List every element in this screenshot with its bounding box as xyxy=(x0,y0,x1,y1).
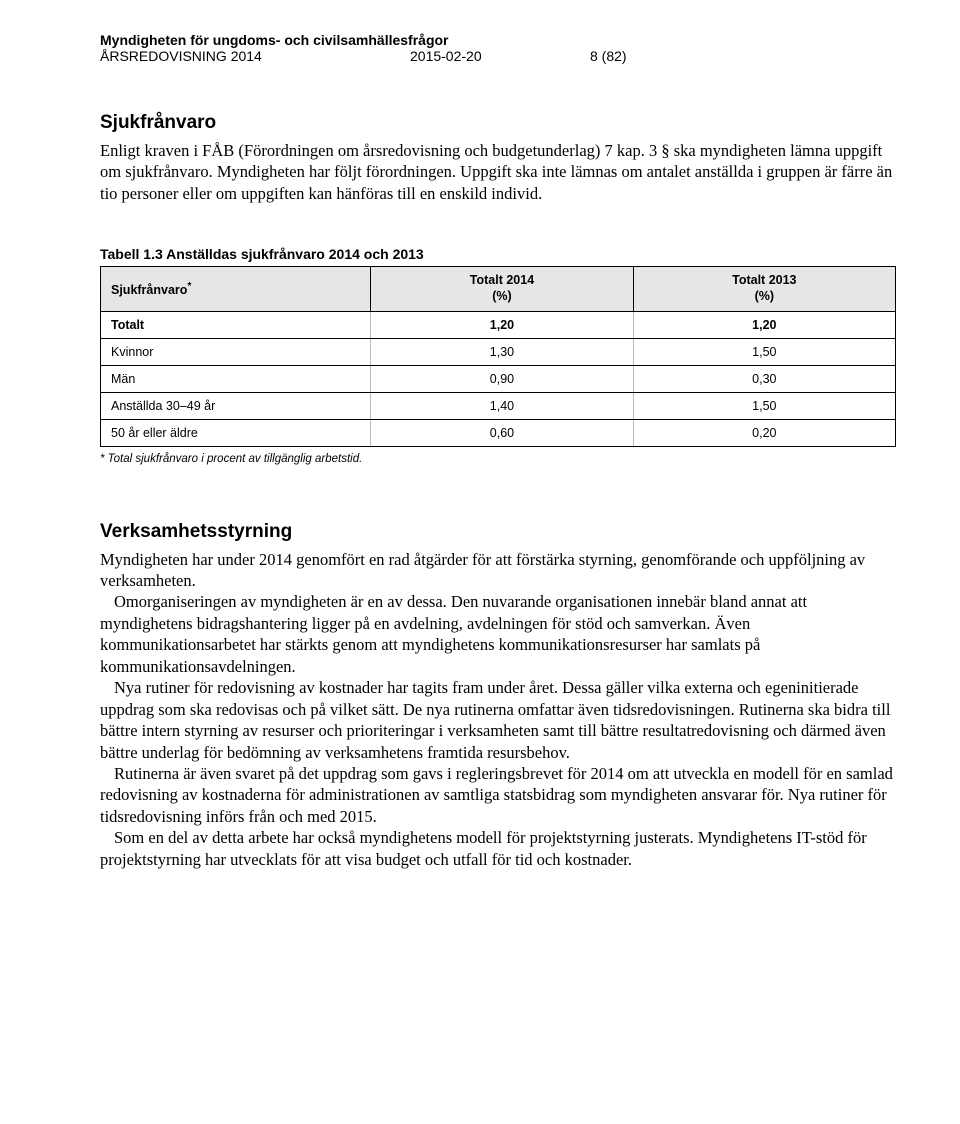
header-organization: Myndigheten för ungdoms- och civilsamhäl… xyxy=(100,32,896,48)
table-cell-2014: 0,60 xyxy=(371,419,633,446)
table-row: Män0,900,30 xyxy=(101,365,896,392)
page-header: Myndigheten för ungdoms- och civilsamhäl… xyxy=(100,32,896,64)
table-cell-label: Män xyxy=(101,365,371,392)
section-paragraph: Enligt kraven i FÅB (Förordningen om års… xyxy=(100,140,896,204)
section-paragraph: Omorganiseringen av myndigheten är en av… xyxy=(100,591,896,677)
table-footnote: * Total sjukfrånvaro i procent av tillgä… xyxy=(100,453,896,465)
table-header-cell: Totalt 2013 (%) xyxy=(633,267,895,311)
header-page-number: 8 (82) xyxy=(590,48,710,64)
table-row: Kvinnor1,301,50 xyxy=(101,338,896,365)
table-row: Totalt1,201,20 xyxy=(101,311,896,338)
table-row: Anställda 30–49 år1,401,50 xyxy=(101,392,896,419)
section-paragraph: Nya rutiner för redovisning av kostnader… xyxy=(100,677,896,763)
section-paragraph: Som en del av detta arbete har också myn… xyxy=(100,827,896,870)
table-cell-2013: 1,50 xyxy=(633,338,895,365)
table-cell-label: Anställda 30–49 år xyxy=(101,392,371,419)
table-cell-2013: 0,30 xyxy=(633,365,895,392)
header-date: 2015-02-20 xyxy=(410,48,590,64)
table-cell-2013: 1,20 xyxy=(633,311,895,338)
section-sjukfranvaro: Sjukfrånvaro Enligt kraven i FÅB (Förord… xyxy=(100,112,896,204)
table-cell-label: Totalt xyxy=(101,311,371,338)
table-cell-2014: 0,90 xyxy=(371,365,633,392)
section-paragraph: Rutinerna är även svaret på det uppdrag … xyxy=(100,763,896,827)
header-meta-row: ÅRSREDOVISNING 2014 2015-02-20 8 (82) xyxy=(100,48,896,64)
table-row: 50 år eller äldre0,600,20 xyxy=(101,419,896,446)
section-paragraph: Myndigheten har under 2014 genomfört en … xyxy=(100,549,896,592)
table-cell-2013: 1,50 xyxy=(633,392,895,419)
section-title: Verksamhetsstyrning xyxy=(100,521,896,543)
header-doc-title: ÅRSREDOVISNING 2014 xyxy=(100,48,410,64)
table-cell-2013: 0,20 xyxy=(633,419,895,446)
table-header-cell: Totalt 2014 (%) xyxy=(371,267,633,311)
table-header-cell: Sjukfrånvaro* xyxy=(101,267,371,311)
section-title: Sjukfrånvaro xyxy=(100,112,896,134)
table-header-row: Sjukfrånvaro* Totalt 2014 (%) Totalt 201… xyxy=(101,267,896,311)
table-cell-2014: 1,40 xyxy=(371,392,633,419)
sjukfranvaro-table: Sjukfrånvaro* Totalt 2014 (%) Totalt 201… xyxy=(100,266,896,446)
table-cell-label: 50 år eller äldre xyxy=(101,419,371,446)
spacer xyxy=(100,465,896,521)
table-caption: Tabell 1.3 Anställdas sjukfrånvaro 2014 … xyxy=(100,246,896,262)
table-cell-label: Kvinnor xyxy=(101,338,371,365)
table-cell-2014: 1,20 xyxy=(371,311,633,338)
page: Myndigheten för ungdoms- och civilsamhäl… xyxy=(0,0,960,918)
table-cell-2014: 1,30 xyxy=(371,338,633,365)
section-verksamhetsstyrning: Verksamhetsstyrning Myndigheten har unde… xyxy=(100,521,896,871)
